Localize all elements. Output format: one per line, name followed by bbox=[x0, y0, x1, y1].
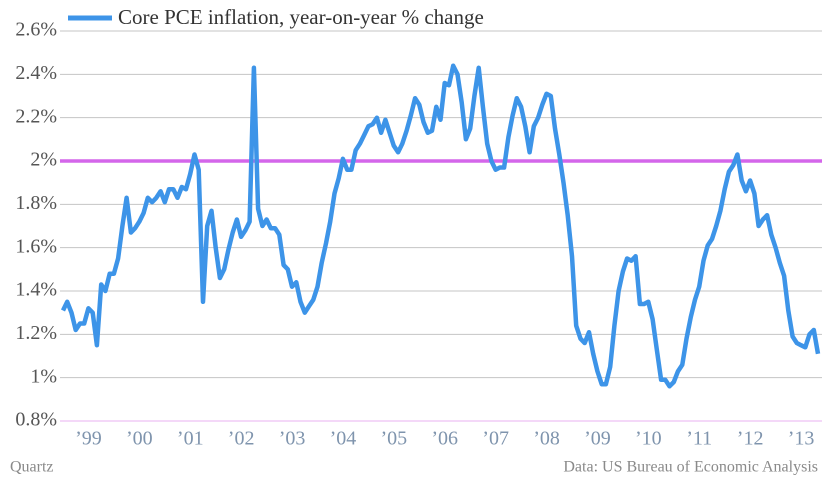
x-tick-label: ’09 bbox=[584, 428, 611, 450]
x-tick-label: ’99 bbox=[75, 428, 102, 450]
x-tick-label: ’06 bbox=[431, 428, 458, 450]
source: Data: US Bureau of Economic Analysis bbox=[563, 459, 818, 476]
x-tick-label: ’12 bbox=[737, 428, 764, 450]
y-tick-label: 2.4% bbox=[15, 62, 57, 84]
y-tick-label: 1.4% bbox=[15, 279, 57, 301]
x-tick-label: ’13 bbox=[788, 428, 815, 450]
y-tick-label: 1% bbox=[30, 365, 57, 387]
y-tick-label: 1.2% bbox=[15, 322, 57, 344]
y-tick-label: 1.6% bbox=[15, 235, 57, 257]
x-tick-label: ’02 bbox=[228, 428, 255, 450]
credit: Quartz bbox=[10, 459, 54, 476]
y-tick-label: 2.6% bbox=[15, 19, 57, 41]
x-tick-label: ’03 bbox=[279, 428, 306, 450]
y-tick-label: 2.2% bbox=[15, 105, 57, 127]
x-tick-label: ’07 bbox=[482, 428, 509, 450]
x-tick-label: ’11 bbox=[686, 428, 712, 450]
y-tick-label: 0.8% bbox=[15, 409, 57, 431]
x-tick-label: ’10 bbox=[635, 428, 662, 450]
x-tick-label: ’01 bbox=[177, 428, 204, 450]
y-tick-label: 1.8% bbox=[15, 192, 57, 214]
legend-label: Core PCE inflation, year-on-year % chang… bbox=[118, 5, 484, 29]
x-tick-label: ’05 bbox=[381, 428, 408, 450]
x-tick-label: ’08 bbox=[533, 428, 560, 450]
x-tick-label: ’04 bbox=[330, 428, 357, 450]
x-tick-label: ’00 bbox=[126, 428, 153, 450]
data-line bbox=[60, 63, 821, 389]
y-tick-label: 2% bbox=[30, 149, 57, 171]
